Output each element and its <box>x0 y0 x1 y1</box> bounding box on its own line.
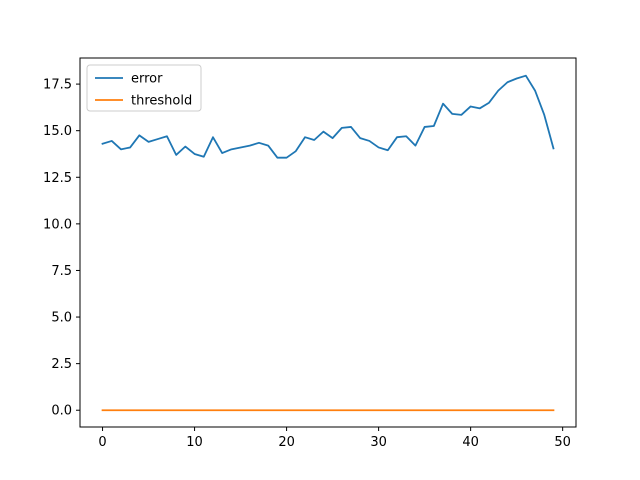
y-tick-label: 15.0 <box>43 124 72 139</box>
plot-lines <box>101 74 555 412</box>
x-tick-label: 10 <box>186 435 203 450</box>
series-line-error <box>101 74 555 159</box>
y-tick-label: 2.5 <box>51 357 72 372</box>
legend-label-threshold: threshold <box>131 94 192 109</box>
axes-frame <box>79 57 577 428</box>
y-tick-label: 0.0 <box>51 404 72 419</box>
x-axis-ticks: 0 10 20 30 40 50 <box>98 427 571 450</box>
y-tick-label: 10.0 <box>43 217 72 232</box>
legend: error threshold <box>86 64 202 112</box>
x-tick-label: 0 <box>98 435 106 450</box>
y-tick-label: 5.0 <box>51 311 72 326</box>
y-axis-ticks: 0.0 2.5 5.0 7.5 10.0 12.5 15.0 17.5 <box>43 78 80 419</box>
y-tick-label: 12.5 <box>43 171 72 186</box>
x-tick-label: 40 <box>462 435 479 450</box>
x-tick-label: 30 <box>370 435 387 450</box>
x-tick-label: 20 <box>278 435 295 450</box>
y-tick-label: 17.5 <box>43 78 72 93</box>
legend-label-error: error <box>131 72 163 87</box>
x-tick-label: 50 <box>554 435 571 450</box>
y-tick-label: 7.5 <box>51 264 72 279</box>
